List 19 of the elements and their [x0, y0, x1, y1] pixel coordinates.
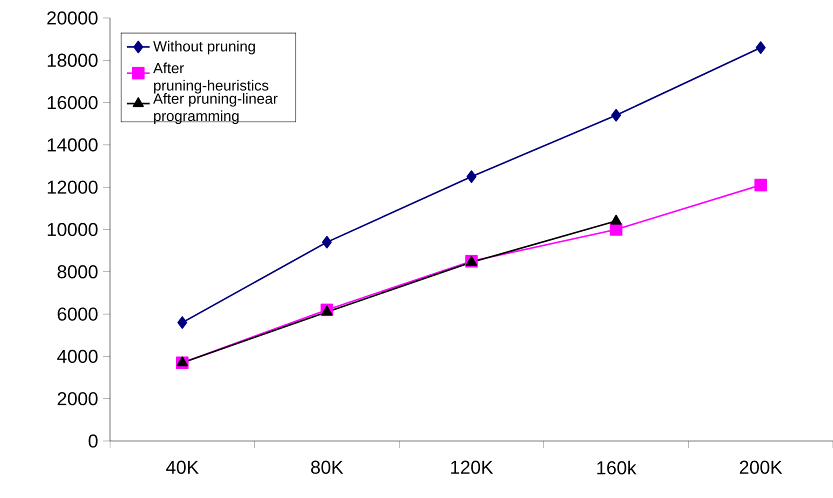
- y-tick-label: 10000: [48, 222, 98, 236]
- x-tick-label: 200K: [740, 460, 782, 474]
- y-tick-label: 2000: [58, 392, 98, 406]
- legend-label: After pruning-linear programming: [153, 93, 278, 124]
- x-tick-label: 120K: [451, 460, 494, 474]
- y-tick-label: 14000: [48, 138, 98, 152]
- y-tick-label: 16000: [48, 96, 98, 110]
- x-tick-label: 160k: [597, 460, 636, 474]
- legend-label: After pruning-heuristics: [153, 62, 268, 94]
- legend-label: Without pruning: [153, 40, 255, 54]
- y-tick-label: 0: [88, 434, 98, 448]
- y-tick-label: 8000: [58, 265, 98, 278]
- y-tick-label: 4000: [57, 350, 98, 363]
- y-tick-label: 20000: [47, 11, 98, 25]
- y-tick-label: 12000: [48, 180, 98, 194]
- y-tick-label: 6000: [58, 307, 98, 321]
- x-tick-label: 80K: [311, 460, 344, 474]
- y-tick-label: 18000: [48, 54, 98, 67]
- x-tick-label: 40K: [166, 460, 199, 474]
